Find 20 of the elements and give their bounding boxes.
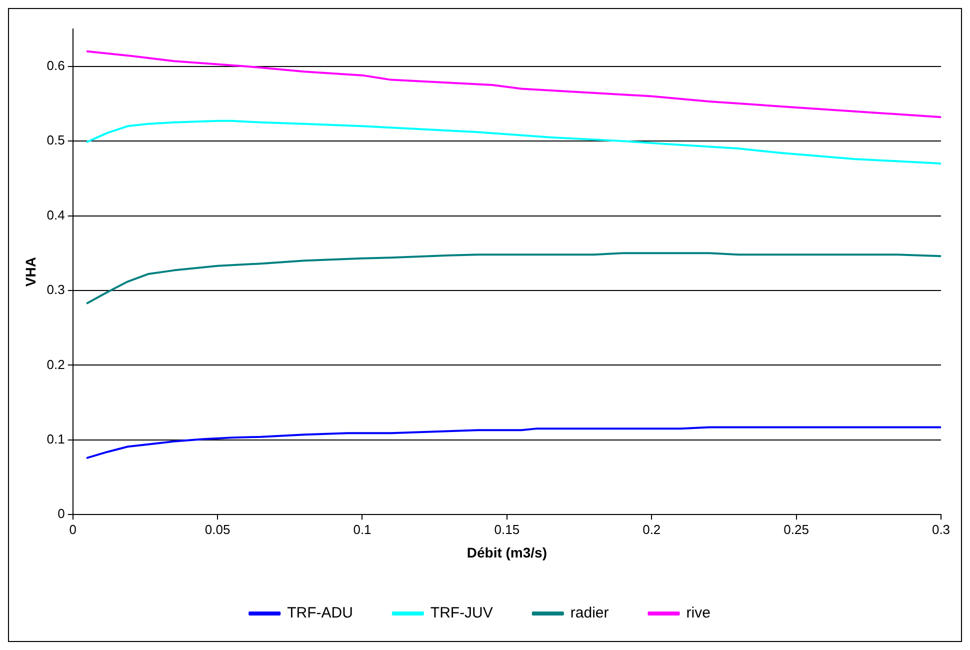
legend-label: TRF-JUV [430,604,493,622]
y-tick-label: 0.4 [46,207,65,222]
y-tick-label: 0.5 [46,132,65,148]
x-tick-label: 0.05 [204,522,230,537]
x-axis-title: Débit (m3/s) [466,544,547,560]
y-tick-label: 0.2 [46,356,65,372]
x-tick-label: 0.15 [494,522,520,537]
legend-label: TRF-ADU [287,604,353,622]
legend-label: rive [686,604,710,622]
y-tick-label: 0.3 [46,282,65,298]
x-tick-label: 0.3 [932,522,950,537]
x-tick-label: 0.25 [784,522,809,537]
legend-label: radier [570,604,609,622]
y-tick-label: 0.1 [46,431,65,446]
x-tick-label: 0.2 [642,522,661,537]
y-axis-title: VHA [22,257,38,287]
x-tick-label: 0 [69,522,76,537]
y-tick-label: 0.6 [46,58,65,73]
x-tick-label: 0.1 [353,522,372,537]
y-tick-label: 0 [58,506,65,522]
